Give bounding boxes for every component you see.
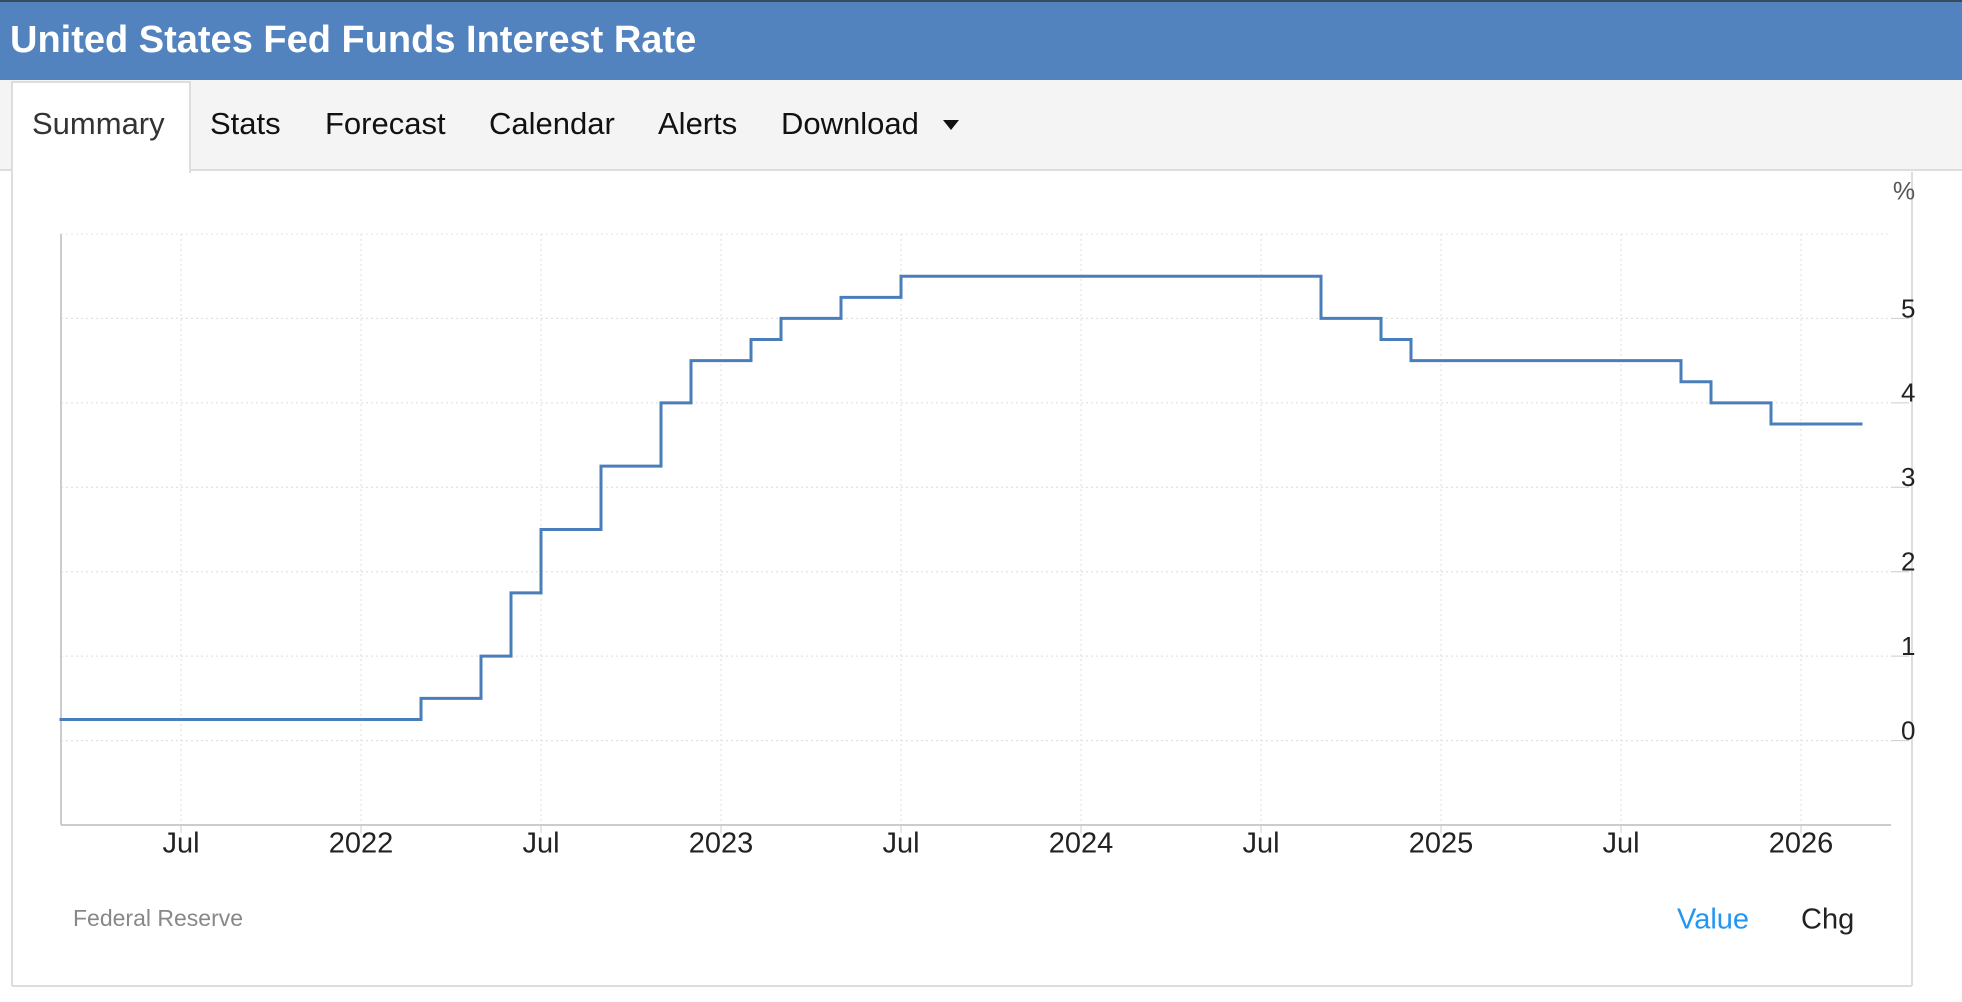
y-tick-label: 5: [1901, 293, 1915, 323]
y-tick-label: 4: [1901, 378, 1915, 408]
x-tick-label: Jul: [162, 828, 199, 860]
page-title: United States Fed Funds Interest Rate: [10, 19, 696, 61]
x-tick-label: 2022: [329, 828, 394, 860]
x-tick-label: Jul: [1242, 828, 1279, 860]
view-button[interactable]: Value: [1677, 904, 1749, 936]
tab-bar: [0, 80, 1962, 170]
y-tick-label: 0: [1901, 715, 1915, 745]
x-tick-label: 2025: [1409, 828, 1474, 860]
dropdown-caret: [943, 120, 959, 130]
y-tick-label: 2: [1901, 547, 1915, 577]
tab[interactable]: Download: [781, 106, 919, 141]
tab[interactable]: Stats: [210, 106, 281, 141]
x-tick-label: 2023: [689, 828, 754, 860]
top-border: [0, 0, 1962, 2]
x-tick-label: 2026: [1769, 828, 1834, 860]
tab[interactable]: Alerts: [658, 106, 737, 141]
tab[interactable]: Calendar: [489, 106, 615, 141]
y-tick-label: 1: [1901, 631, 1915, 661]
y-unit: %: [1893, 178, 1915, 206]
x-tick-label: 2024: [1049, 828, 1114, 860]
header-bar: [0, 0, 1962, 80]
tab[interactable]: Summary: [32, 106, 165, 141]
y-tick-label: 3: [1901, 462, 1915, 492]
x-tick-label: Jul: [882, 828, 919, 860]
source: Federal Reserve: [73, 905, 243, 931]
active-tab-gap: [13, 168, 189, 174]
x-tick-label: Jul: [1602, 828, 1639, 860]
active-tab-box: [11, 81, 191, 173]
view-button[interactable]: Chg: [1801, 904, 1854, 936]
tab[interactable]: Forecast: [325, 106, 446, 141]
x-tick-label: Jul: [522, 828, 559, 860]
